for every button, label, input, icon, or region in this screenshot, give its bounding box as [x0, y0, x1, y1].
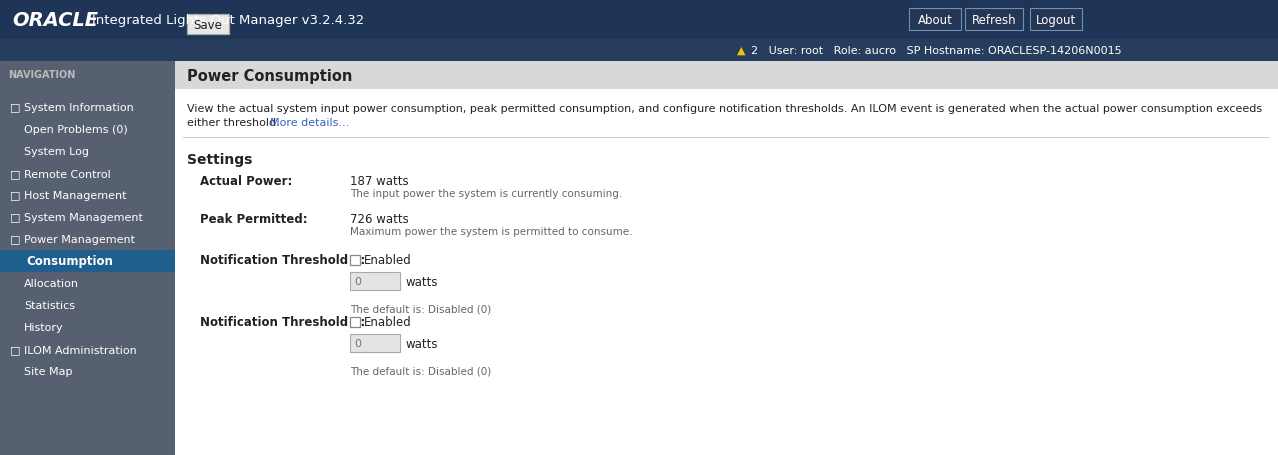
Text: View the actual system input power consumption, peak permitted consumption, and : View the actual system input power consu…	[187, 104, 1263, 114]
Text: Site Map: Site Map	[24, 366, 73, 376]
Text: 0: 0	[354, 338, 360, 348]
Text: Save: Save	[193, 19, 222, 31]
Text: More details...: More details...	[270, 118, 349, 128]
Text: Allocation: Allocation	[24, 278, 79, 288]
Bar	[0, 0, 1278, 40]
Text: Settings: Settings	[187, 153, 252, 167]
Bar	[187, 15, 229, 35]
Text: ·: ·	[78, 5, 82, 19]
Text: Consumption: Consumption	[26, 255, 112, 268]
Bar	[175, 62, 1278, 90]
Text: Notification Threshold 1:: Notification Threshold 1:	[199, 254, 366, 267]
Text: Actual Power:: Actual Power:	[199, 175, 293, 187]
Text: Notification Threshold 2:: Notification Threshold 2:	[199, 316, 366, 329]
Text: Enabled: Enabled	[364, 316, 412, 329]
Bar	[183, 138, 1270, 139]
Bar	[175, 62, 1278, 455]
Text: Maximum power the system is permitted to consume.: Maximum power the system is permitted to…	[350, 227, 633, 237]
Text: Refresh: Refresh	[971, 14, 1016, 26]
Bar	[0, 250, 175, 273]
Text: □ System Information: □ System Information	[10, 103, 134, 113]
Text: About: About	[918, 14, 952, 26]
Text: 0: 0	[354, 276, 360, 286]
Text: Open Problems (0): Open Problems (0)	[24, 125, 128, 135]
Bar	[0, 62, 175, 455]
Bar	[350, 255, 360, 265]
Text: watts: watts	[405, 337, 437, 350]
Text: Statistics: Statistics	[24, 300, 75, 310]
Text: □ System Management: □ System Management	[10, 212, 143, 222]
Text: □ ILOM Administration: □ ILOM Administration	[10, 344, 137, 354]
Text: □ Power Management: □ Power Management	[10, 234, 135, 244]
Text: The default is: Disabled (0): The default is: Disabled (0)	[350, 366, 491, 376]
Text: History: History	[24, 322, 64, 332]
Text: 726 watts: 726 watts	[350, 212, 409, 226]
Text: Enabled: Enabled	[364, 254, 412, 267]
Bar	[1030, 9, 1082, 31]
Text: 187 watts: 187 watts	[350, 175, 409, 187]
Text: Peak Permitted:: Peak Permitted:	[199, 212, 308, 226]
Bar	[350, 317, 360, 327]
Text: Integrated Lights Out Manager v3.2.4.32: Integrated Lights Out Manager v3.2.4.32	[92, 14, 364, 26]
Text: The input power the system is currently consuming.: The input power the system is currently …	[350, 188, 622, 198]
Text: either threshold.: either threshold.	[187, 118, 284, 128]
Text: 2   User: root   Role: aucro   SP Hostname: ORACLESP-14206N0015: 2 User: root Role: aucro SP Hostname: OR…	[751, 46, 1122, 56]
Text: Logout: Logout	[1036, 14, 1076, 26]
Text: ORACLE: ORACLE	[12, 10, 98, 30]
Text: watts: watts	[405, 275, 437, 288]
Bar	[350, 334, 400, 352]
Text: The default is: Disabled (0): The default is: Disabled (0)	[350, 304, 491, 314]
Bar	[965, 9, 1022, 31]
Text: □ Host Management: □ Host Management	[10, 191, 127, 201]
Bar	[350, 273, 400, 290]
Text: □ Remote Control: □ Remote Control	[10, 169, 111, 179]
Text: ▲: ▲	[737, 46, 745, 56]
Bar	[909, 9, 961, 31]
Text: System Log: System Log	[24, 147, 89, 157]
Text: NAVIGATION: NAVIGATION	[8, 70, 75, 80]
Bar	[0, 40, 1278, 62]
Text: Power Consumption: Power Consumption	[187, 68, 353, 83]
